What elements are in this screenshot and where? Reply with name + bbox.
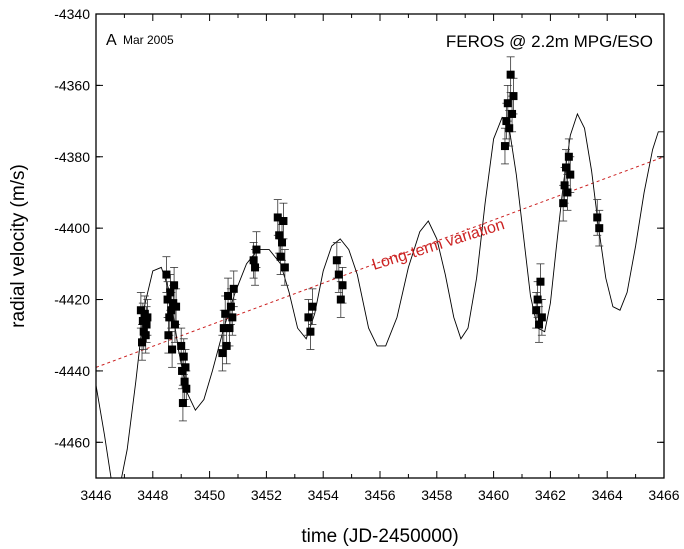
data-point xyxy=(338,281,347,290)
data-point xyxy=(308,302,317,311)
data-point xyxy=(181,363,190,372)
trend-label: Long-term variation xyxy=(370,216,507,274)
data-point xyxy=(228,313,237,322)
data-point xyxy=(252,245,261,254)
x-tick-label: 3458 xyxy=(421,487,452,503)
data-point xyxy=(218,349,227,358)
data-point xyxy=(138,338,147,347)
y-tick-label: -4440 xyxy=(54,363,90,379)
data-point xyxy=(178,399,187,408)
data-points xyxy=(136,70,604,408)
data-point xyxy=(508,109,517,118)
data-point xyxy=(334,270,343,279)
data-point xyxy=(537,313,546,322)
x-axis-label: time (JD-2450000) xyxy=(301,526,458,547)
data-point xyxy=(142,320,151,329)
data-point xyxy=(332,256,341,265)
data-point xyxy=(306,327,315,336)
x-tick-label: 3466 xyxy=(648,487,679,503)
data-point xyxy=(143,313,152,322)
x-tick-label: 3446 xyxy=(80,487,111,503)
data-point xyxy=(279,217,288,226)
x-tick-label: 3448 xyxy=(137,487,168,503)
panel-letter: A xyxy=(106,32,117,49)
data-point xyxy=(273,213,282,222)
instrument-label: FEROS @ 2.2m MPG/ESO xyxy=(446,32,653,51)
data-point xyxy=(219,324,228,333)
data-point xyxy=(163,295,172,304)
data-point xyxy=(559,199,568,208)
y-tick-label: -4360 xyxy=(54,77,90,93)
error-bars xyxy=(136,56,604,422)
y-tick-label: -4420 xyxy=(54,292,90,308)
data-point xyxy=(170,320,179,329)
data-point xyxy=(229,284,238,293)
data-point xyxy=(224,291,233,300)
data-point xyxy=(177,341,186,350)
data-point xyxy=(166,288,175,297)
x-tick-label: 3450 xyxy=(194,487,225,503)
data-point xyxy=(165,313,174,322)
data-point xyxy=(170,281,179,290)
y-tick-labels: -4340 -4360 -4380 -4400 -4420 -4440 -4460 xyxy=(54,6,90,450)
data-point xyxy=(563,188,572,197)
data-point xyxy=(562,163,571,172)
plot-frame xyxy=(95,13,665,479)
data-point xyxy=(179,352,188,361)
x-tick-labels: 3446 3448 3450 3452 3454 3456 3458 3460 3462 3464… xyxy=(80,487,679,503)
data-point xyxy=(276,252,285,261)
data-point xyxy=(536,277,545,286)
data-point xyxy=(593,213,602,222)
data-point xyxy=(500,142,509,151)
data-point xyxy=(251,263,260,272)
data-point xyxy=(167,306,176,315)
x-tick-label: 3454 xyxy=(308,487,339,503)
data-point xyxy=(304,313,313,322)
data-point xyxy=(336,295,345,304)
axis-ticks xyxy=(95,13,665,478)
y-tick-label: -4400 xyxy=(54,220,90,236)
model-fit-curve xyxy=(96,112,664,478)
data-point xyxy=(535,320,544,329)
data-point xyxy=(503,99,512,108)
data-point xyxy=(595,224,604,233)
data-point xyxy=(566,170,575,179)
y-axis-label: radial velocity (m/s) xyxy=(8,164,29,328)
data-point xyxy=(533,295,542,304)
data-point xyxy=(564,152,573,161)
data-point xyxy=(278,238,287,247)
data-point xyxy=(275,231,284,240)
data-point xyxy=(505,124,514,133)
data-point xyxy=(506,70,515,79)
data-point xyxy=(560,181,569,190)
x-tick-label: 3460 xyxy=(478,487,509,503)
data-point xyxy=(225,324,234,333)
data-point xyxy=(502,117,511,126)
data-point xyxy=(249,256,258,265)
data-point xyxy=(172,302,181,311)
data-point xyxy=(182,384,191,393)
y-tick-label: -4460 xyxy=(54,434,90,450)
data-point xyxy=(222,341,231,350)
data-point xyxy=(532,306,541,315)
panel-date: Mar 2005 xyxy=(123,33,174,47)
data-point xyxy=(168,345,177,354)
data-point xyxy=(221,309,230,318)
data-point xyxy=(162,270,171,279)
y-tick-label: -4380 xyxy=(54,149,90,165)
data-point xyxy=(180,377,189,386)
x-tick-label: 3464 xyxy=(592,487,623,503)
data-point xyxy=(141,331,150,340)
data-point xyxy=(164,331,173,340)
x-tick-label: 3462 xyxy=(535,487,566,503)
x-tick-label: 3456 xyxy=(364,487,395,503)
data-point xyxy=(509,92,518,101)
y-tick-label: -4340 xyxy=(54,6,90,22)
x-tick-label: 3452 xyxy=(251,487,282,503)
data-point xyxy=(226,302,235,311)
data-point xyxy=(280,263,289,272)
